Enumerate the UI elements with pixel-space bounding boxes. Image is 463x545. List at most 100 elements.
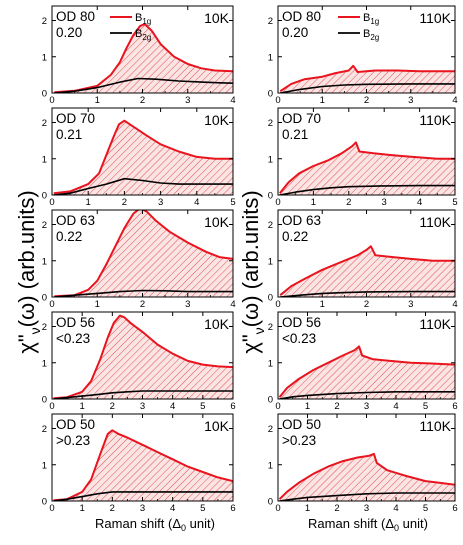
x-tick-label: 1: [80, 503, 85, 514]
chart-panel: 0 1 2 3 4 5 6 0 1 2 OD 56<0.23 110K: [268, 311, 458, 412]
b2g-line: [53, 177, 233, 195]
x-tick-label: 1: [95, 299, 100, 310]
y-tick-label: 1: [42, 154, 47, 165]
x-axis-label-left: Raman shift (Δ0 unit): [95, 516, 215, 533]
b1g-line: [278, 345, 455, 398]
sample-label: OD 63: [282, 213, 321, 228]
doping-label: 0.22: [282, 229, 308, 244]
x-tick-label: 4: [230, 95, 235, 106]
doping-label: 0.22: [56, 229, 82, 244]
sample-label: OD 70: [56, 111, 95, 126]
x-tick-label: 4: [393, 503, 398, 514]
doping-label: >0.23: [282, 433, 316, 448]
b2g-line: [279, 390, 455, 399]
b2g-line: [279, 492, 455, 501]
legend-b2g-label: B2g: [363, 28, 379, 42]
temperature-label: 10K: [204, 112, 230, 128]
y-tick-label: 0: [268, 293, 273, 304]
x-tick-label: 1: [95, 95, 100, 106]
x-tick-label: 1: [320, 299, 325, 310]
y-tick-label: 2: [268, 322, 273, 333]
x-tick-label: 0: [49, 401, 54, 412]
doping-label: 0.21: [282, 127, 308, 142]
x-tick-label: 0: [275, 503, 280, 514]
chart-panel: 0 1 2 3 4 5 0 1 2 OD 700.21 10K: [42, 107, 236, 208]
x-tick-label: 4: [194, 197, 199, 208]
b1g-line: [278, 452, 455, 500]
x-tick-label: 0: [275, 197, 280, 208]
x-tick-label: 3: [408, 299, 413, 310]
x-tick-label: 1: [305, 401, 310, 412]
chart-panel: 0 1 2 3 4 0 1 2 OD 630.22 110K: [268, 209, 458, 310]
sample-label: OD 80: [56, 9, 95, 24]
sample-label: OD 80: [282, 9, 321, 24]
y-tick-label: 0: [42, 293, 47, 304]
doping-label: 0.21: [56, 127, 82, 142]
x-tick-label: 3: [158, 197, 163, 208]
sample-label: OD 50: [56, 417, 95, 432]
x-tick-label: 5: [200, 503, 205, 514]
b2g-line: [53, 390, 233, 399]
b1g-line: [54, 23, 233, 93]
x-tick-label: 5: [423, 503, 428, 514]
x-tick-label: 0: [275, 95, 280, 106]
y-tick-label: 1: [268, 52, 273, 63]
x-tick-label: 2: [110, 503, 115, 514]
y-tick-label: 1: [268, 460, 273, 471]
chart-panel: 0 1 2 3 4 5 6 0 1 2 OD 50>0.23 110K: [268, 413, 458, 514]
x-tick-label: 3: [140, 503, 145, 514]
x-tick-label: 6: [230, 503, 235, 514]
chart-panel: 0 1 2 3 4 5 0 1 2 OD 700.21 110K: [268, 107, 458, 208]
x-tick-label: 1: [86, 197, 91, 208]
y-tick-label: 1: [268, 256, 273, 267]
b1g-area: [53, 430, 233, 501]
temperature-label: 110K: [419, 418, 451, 434]
y-tick-label: 1: [42, 256, 47, 267]
temperature-label: 10K: [204, 214, 230, 230]
y-tick-label: 0: [42, 191, 47, 202]
y-tick-label: 1: [268, 154, 273, 165]
x-tick-label: 4: [230, 299, 235, 310]
b1g-area: [279, 346, 455, 399]
x-tick-label: 3: [382, 197, 387, 208]
y-tick-label: 2: [268, 16, 273, 27]
x-tick-label: 1: [320, 95, 325, 106]
y-tick-label: 2: [42, 220, 47, 231]
x-tick-label: 5: [200, 401, 205, 412]
x-axis-label-right: Raman shift (Δ0 unit): [308, 516, 428, 533]
b1g-area: [280, 246, 455, 297]
y-tick-label: 0: [268, 191, 273, 202]
x-tick-label: 1: [305, 503, 310, 514]
x-tick-label: 4: [170, 503, 175, 514]
doping-label: <0.23: [56, 331, 90, 346]
b1g-line: [53, 429, 233, 501]
b1g-line: [279, 245, 455, 296]
x-tick-label: 2: [140, 299, 145, 310]
x-tick-label: 4: [452, 95, 457, 106]
y-tick-label: 2: [268, 118, 273, 129]
y-tick-label: 2: [268, 220, 273, 231]
b2g-line: [54, 77, 233, 93]
b1g-area: [54, 24, 233, 93]
b1g-area: [279, 142, 455, 195]
b1g-line: [279, 64, 455, 93]
chart-panel: 0 1 2 3 4 5 6 0 1 2 OD 56<0.23 10K: [42, 311, 236, 412]
y-tick-label: 1: [268, 358, 273, 369]
x-tick-label: 0: [275, 299, 280, 310]
b2g-line: [54, 289, 233, 297]
sample-label: OD 56: [56, 315, 95, 330]
x-tick-label: 0: [49, 95, 54, 106]
x-tick-label: 4: [170, 401, 175, 412]
x-tick-label: 3: [185, 299, 190, 310]
legend-b2g-label: B2g: [135, 28, 151, 42]
x-tick-label: 2: [140, 95, 145, 106]
b1g-area: [53, 315, 233, 399]
chart-panel: 0 1 2 3 4 0 1 2 OD 800.20 10K B1g B2g: [42, 5, 236, 106]
x-tick-label: 5: [230, 197, 235, 208]
chart-panel: 0 1 2 3 4 5 6 0 1 2 OD 50>0.23 10K: [42, 413, 236, 514]
y-tick-label: 2: [42, 118, 47, 129]
y-axis-label-left: χ"ν(ω) (arb.units): [14, 190, 43, 353]
y-tick-label: 0: [268, 497, 273, 508]
y-tick-label: 1: [42, 358, 47, 369]
y-tick-label: 0: [42, 395, 47, 406]
